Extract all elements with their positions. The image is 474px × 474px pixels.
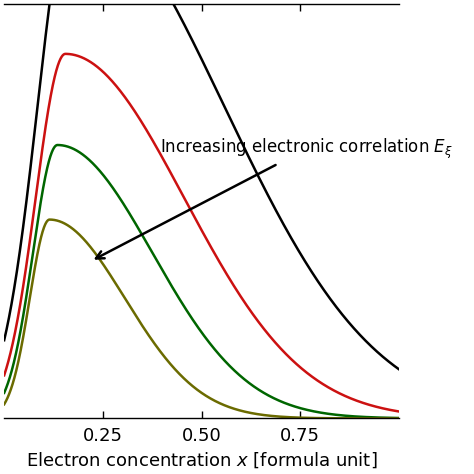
Text: Increasing electronic correlation $E_{\xi}$: Increasing electronic correlation $E_{\x… — [96, 137, 453, 258]
X-axis label: Electron concentration $x$ [formula unit]: Electron concentration $x$ [formula unit… — [26, 450, 377, 470]
